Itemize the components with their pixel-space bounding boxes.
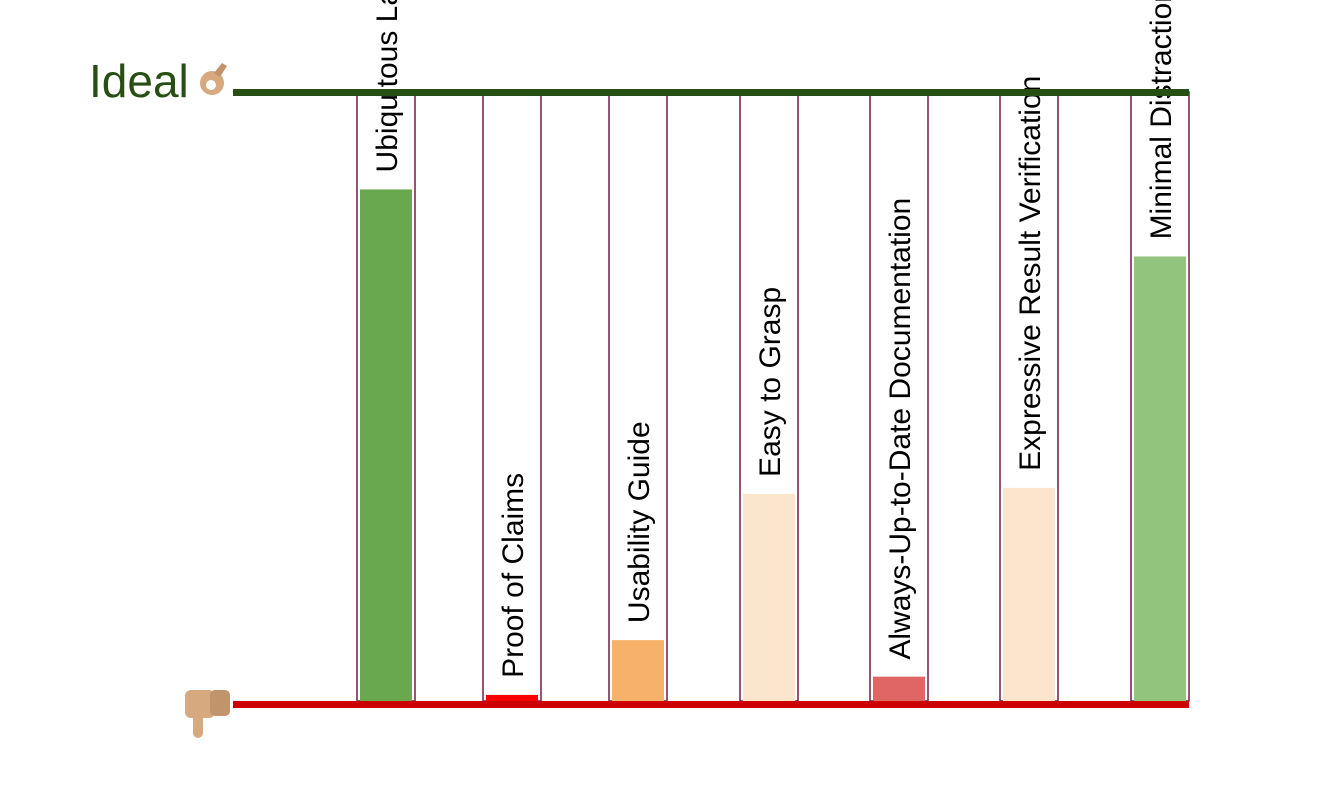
bar bbox=[743, 493, 795, 701]
bar bbox=[486, 694, 538, 701]
category-label: Minimal Distraction bbox=[1145, 0, 1178, 239]
category-label: Ubiquitous Language (DDD) bbox=[371, 0, 404, 172]
ideal-label: Ideal bbox=[89, 55, 189, 107]
category-label: Easy to Grasp bbox=[754, 287, 787, 477]
bar bbox=[612, 640, 664, 701]
thumbs-down-icon bbox=[185, 690, 230, 738]
ok-hand-icon bbox=[200, 63, 227, 95]
category-label: Expressive Result Verification bbox=[1014, 76, 1047, 471]
category-label: Proof of Claims bbox=[497, 473, 530, 678]
bar bbox=[360, 189, 412, 701]
bar bbox=[873, 676, 925, 701]
category-label: Usability Guide bbox=[623, 421, 656, 623]
category-label: Always-Up-to-Date Documentation bbox=[884, 198, 917, 660]
bar bbox=[1134, 256, 1186, 701]
bar bbox=[1003, 487, 1055, 701]
